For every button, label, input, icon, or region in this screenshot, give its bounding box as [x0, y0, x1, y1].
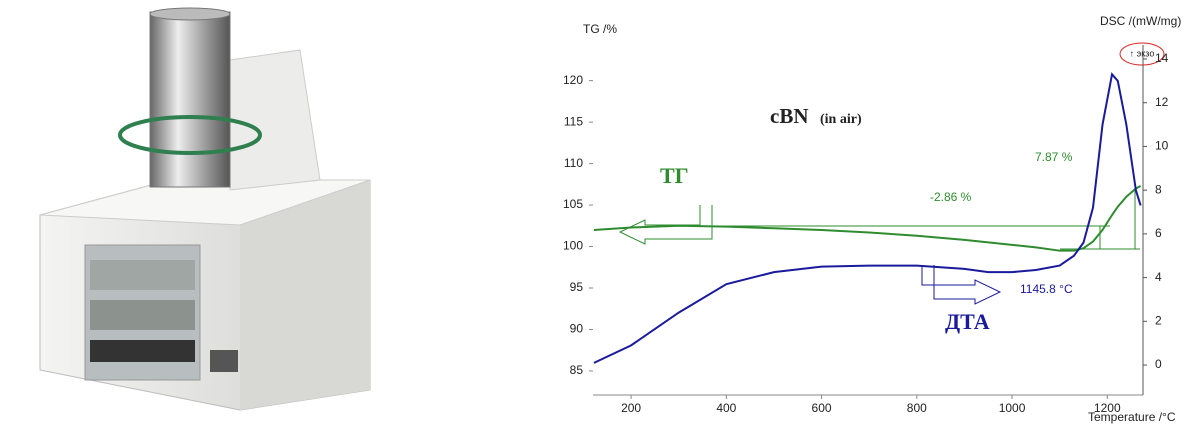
y2-tick-label: 8 [1155, 182, 1162, 196]
y2-tick-label: 12 [1155, 95, 1169, 109]
series-label: ДТА [945, 309, 990, 334]
y2-tick-label: 6 [1155, 226, 1162, 240]
y2-tick-label: 4 [1155, 270, 1162, 284]
exo-circle [1119, 42, 1165, 66]
y2-axis-label: DSC /(mW/mg) [1100, 14, 1181, 28]
y-tick-label: 95 [570, 280, 584, 294]
y-tick-label: 105 [563, 197, 583, 211]
annotation: 7.87 % [1035, 150, 1073, 164]
annotation: -2.86 % [930, 190, 972, 204]
y-axis-label: TG /% [583, 22, 617, 36]
y2-tick-label: 14 [1155, 51, 1169, 65]
y2-tick-label: 2 [1155, 313, 1162, 327]
y-tick-label: 90 [570, 322, 584, 336]
x-tick-label: 1000 [999, 401, 1026, 415]
x-tick-label: 1200 [1094, 401, 1121, 415]
y-tick-label: 100 [563, 239, 583, 253]
series-label: ТГ [660, 163, 689, 188]
y-tick-label: 110 [564, 156, 583, 170]
data-line [593, 185, 1142, 252]
annotation: ↑ экзо [1130, 48, 1155, 58]
x-tick-label: 600 [812, 401, 832, 415]
y2-tick-label: 0 [1155, 357, 1162, 371]
chart-title: cBN [770, 104, 809, 128]
x-tick-label: 200 [621, 401, 641, 415]
chart: TG /% DSC /(mW/mg) Temperature /°C cBN (… [563, 14, 1181, 424]
y-tick-label: 115 [564, 114, 583, 128]
instrument-photo [39, 7, 371, 411]
y-tick-label: 120 [563, 73, 583, 87]
x-axis-label: Temperature /°C [1088, 410, 1176, 424]
annotation: 1145.8 °C [1020, 282, 1073, 296]
arrow [618, 205, 713, 245]
x-tick-label: 800 [907, 401, 927, 415]
data-line [593, 72, 1142, 364]
y-tick-label: 85 [570, 363, 584, 377]
chart-subtitle: (in air) [820, 112, 862, 127]
x-tick-label: 400 [716, 401, 736, 415]
y2-tick-label: 10 [1155, 139, 1169, 153]
arrow [921, 265, 1002, 305]
